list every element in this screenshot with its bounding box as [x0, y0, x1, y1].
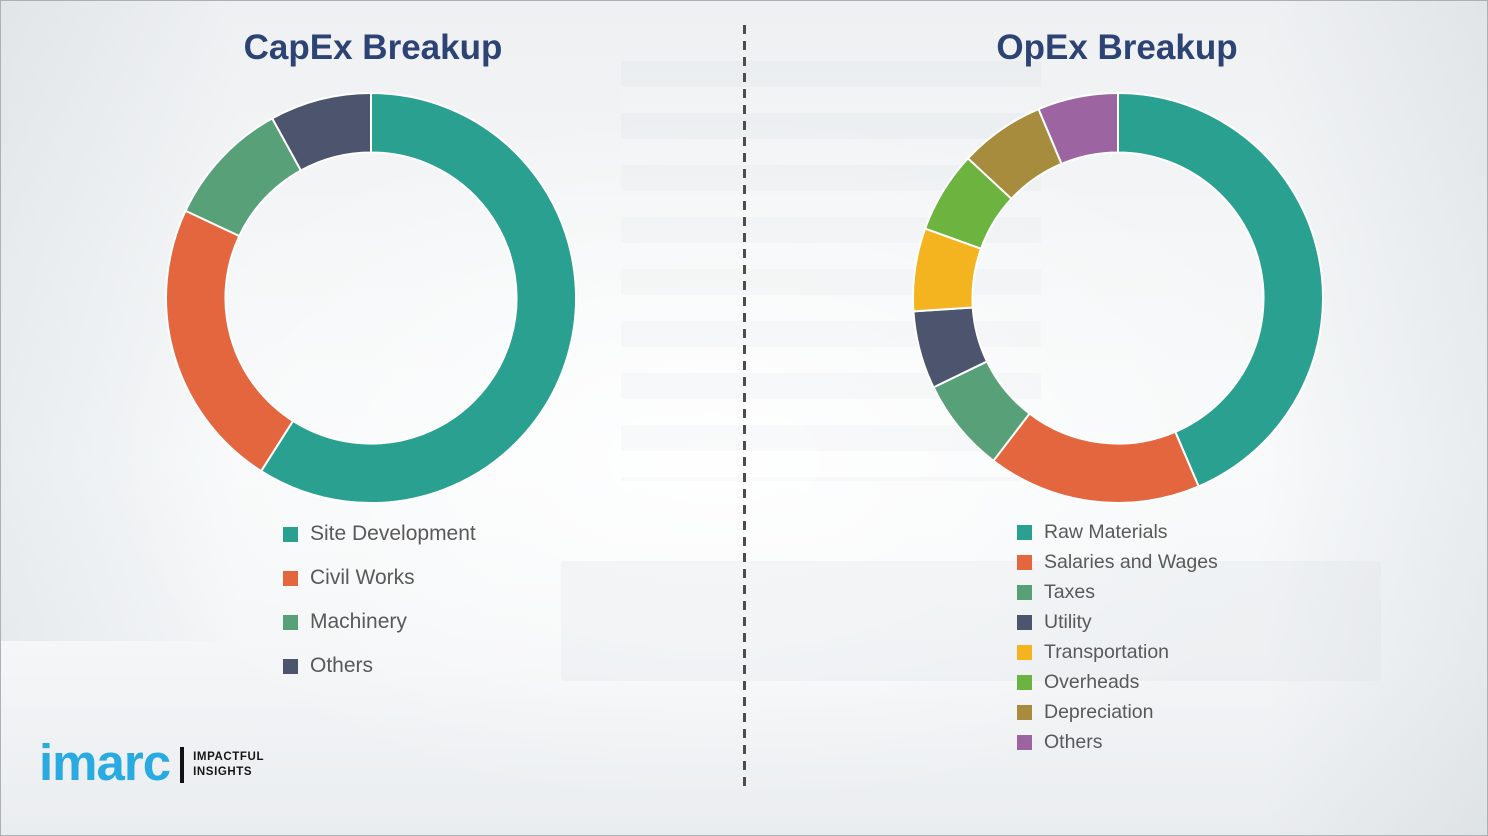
capex-legend: Site Development Civil Works Machinery Othe… [283, 512, 476, 688]
imarc-logo-tagline-line1: IMPACTFUL [193, 751, 265, 764]
legend-item-others: Others [283, 644, 476, 688]
donut-slice-salaries-and-wages [992, 412, 1200, 504]
legend-swatch [283, 526, 298, 542]
legend-item-civil-works: Civil Works [283, 556, 476, 600]
legend-label: Others [310, 654, 374, 677]
legend-item-others: Others [1017, 727, 1218, 757]
legend-swatch [283, 658, 298, 674]
imarc-logo-wordmark: imarc [39, 734, 171, 791]
legend-swatch [1017, 674, 1032, 690]
donut-slice-civil-works [165, 209, 295, 473]
legend-item-raw-materials: Raw Materials [1017, 517, 1218, 547]
legend-swatch [1017, 554, 1032, 570]
legend-item-salaries-and-wages: Salaries and Wages [1017, 547, 1218, 577]
opex-donut-chart [912, 92, 1324, 504]
legend-swatch [283, 614, 298, 630]
legend-label: Taxes [1044, 580, 1095, 603]
donut-slice-others [271, 92, 372, 172]
legend-label: Machinery [310, 610, 407, 633]
legend-label: Transportation [1044, 640, 1170, 663]
legend-item-site-development: Site Development [283, 512, 476, 556]
legend-label: Salaries and Wages [1044, 550, 1218, 573]
legend-label: Others [1044, 730, 1103, 753]
legend-label: Depreciation [1044, 700, 1154, 723]
legend-swatch [283, 570, 298, 586]
legend-swatch [1017, 644, 1032, 660]
legend-swatch [1017, 584, 1032, 600]
legend-label: Civil Works [310, 566, 415, 589]
legend-item-taxes: Taxes [1017, 577, 1218, 607]
capex-donut-chart [165, 92, 577, 504]
donut-slice-raw-materials [1117, 92, 1324, 488]
imarc-logo-tagline: IMPACTFUL INSIGHTS [193, 750, 264, 779]
section-divider-dashed-line [743, 25, 746, 791]
legend-swatch [1017, 734, 1032, 750]
legend-label: Overheads [1044, 670, 1140, 693]
legend-item-transportation: Transportation [1017, 637, 1218, 667]
donut-slice-site-development [260, 92, 577, 504]
legend-item-overheads: Overheads [1017, 667, 1218, 697]
legend-item-utility: Utility [1017, 607, 1218, 637]
legend-label: Site Development [310, 522, 476, 545]
background-texture [561, 561, 1381, 681]
capex-chart-title: CapEx Breakup [243, 28, 503, 67]
legend-swatch [1017, 524, 1032, 540]
opex-legend: Raw Materials Salaries and Wages Taxes Util… [1017, 517, 1218, 757]
legend-label: Utility [1044, 610, 1092, 633]
legend-swatch [1017, 704, 1032, 720]
donut-slice-others [1037, 92, 1119, 165]
legend-label: Raw Materials [1044, 520, 1168, 543]
opex-chart-title: OpEx Breakup [996, 28, 1238, 67]
legend-item-machinery: Machinery [283, 600, 476, 644]
imarc-logo-tagline-line2: INSIGHTS [193, 765, 253, 778]
legend-item-depreciation: Depreciation [1017, 697, 1218, 727]
legend-swatch [1017, 614, 1032, 630]
imarc-logo: imarc IMPACTFUL INSIGHTS [39, 737, 264, 792]
imarc-logo-divider-bar [180, 746, 185, 783]
